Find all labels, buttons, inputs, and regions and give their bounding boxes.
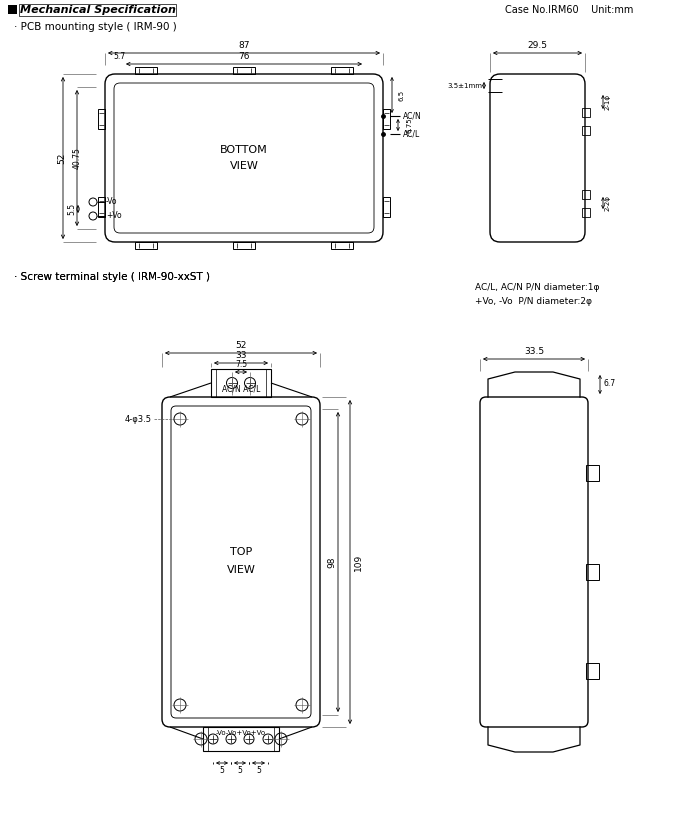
Text: 3.5±1mm: 3.5±1mm — [447, 82, 482, 89]
Bar — [582, 126, 590, 135]
Bar — [203, 727, 279, 751]
Text: 29.5: 29.5 — [528, 41, 547, 50]
Text: -Vo: -Vo — [106, 197, 118, 206]
Text: 109: 109 — [354, 553, 363, 570]
Text: 76: 76 — [238, 52, 250, 61]
Text: AC/N AC/L: AC/N AC/L — [222, 385, 260, 394]
Bar — [586, 663, 599, 679]
Bar — [8, 5, 17, 14]
Text: +Vo, -Vo  P/N diameter:2φ: +Vo, -Vo P/N diameter:2φ — [475, 298, 592, 307]
Text: Case No.IRM60    Unit:mm: Case No.IRM60 Unit:mm — [505, 5, 634, 15]
Bar — [582, 108, 590, 117]
Text: AC/N: AC/N — [403, 112, 421, 121]
Text: 6.5: 6.5 — [399, 90, 405, 100]
Text: TOP: TOP — [230, 547, 252, 557]
Bar — [233, 242, 255, 249]
Bar — [383, 197, 390, 217]
Text: 6.7: 6.7 — [603, 380, 615, 389]
Bar — [331, 67, 353, 74]
Text: Mechanical Specification: Mechanical Specification — [20, 5, 176, 15]
Bar — [135, 242, 157, 249]
Text: 40.75: 40.75 — [73, 147, 81, 169]
Text: 7.5: 7.5 — [235, 360, 247, 369]
Text: 5: 5 — [220, 766, 225, 775]
Text: 5.5: 5.5 — [67, 203, 76, 215]
Text: · Screw terminal style ( IRM-90-xxST ): · Screw terminal style ( IRM-90-xxST ) — [14, 272, 210, 282]
Text: 5.7: 5.7 — [113, 52, 125, 61]
Bar — [98, 197, 105, 217]
Bar — [582, 190, 590, 199]
Bar — [233, 67, 255, 74]
Bar — [211, 369, 271, 397]
Text: 52: 52 — [235, 341, 246, 350]
Text: 2-1φ: 2-1φ — [605, 94, 611, 110]
Text: 33: 33 — [235, 351, 246, 360]
Text: 6.75: 6.75 — [406, 118, 412, 133]
Text: VIEW: VIEW — [227, 565, 256, 575]
Text: · PCB mounting style ( IRM-90 ): · PCB mounting style ( IRM-90 ) — [14, 22, 176, 32]
Text: AC/L, AC/N P/N diameter:1φ: AC/L, AC/N P/N diameter:1φ — [475, 283, 599, 292]
Text: 52: 52 — [57, 152, 66, 164]
Bar — [98, 109, 105, 129]
Text: · Screw terminal style ( IRM-90-xxST ): · Screw terminal style ( IRM-90-xxST ) — [14, 272, 210, 282]
Text: 4-φ3.5: 4-φ3.5 — [125, 414, 152, 423]
Bar — [586, 465, 599, 481]
Text: 33.5: 33.5 — [524, 347, 544, 356]
Text: -Vo-Vo+Vo+Vo: -Vo-Vo+Vo+Vo — [216, 730, 266, 736]
Text: AC/L: AC/L — [403, 130, 420, 138]
Text: 5: 5 — [256, 766, 261, 775]
Bar — [582, 208, 590, 217]
Bar — [383, 109, 390, 129]
Text: 87: 87 — [238, 41, 250, 50]
Text: +Vo: +Vo — [106, 211, 122, 220]
Text: BOTTOM: BOTTOM — [220, 145, 268, 155]
Text: 2-2φ: 2-2φ — [605, 195, 611, 211]
Text: VIEW: VIEW — [230, 161, 258, 171]
Bar — [331, 242, 353, 249]
Bar — [135, 67, 157, 74]
Text: 98: 98 — [327, 556, 336, 568]
Text: 5: 5 — [237, 766, 242, 775]
Bar — [586, 564, 599, 580]
